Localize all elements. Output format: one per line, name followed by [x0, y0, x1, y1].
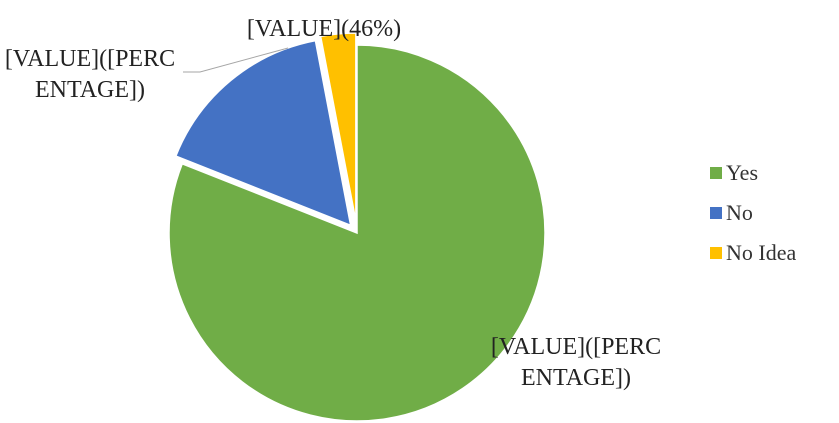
legend-label: No	[726, 200, 753, 225]
pie-slice	[174, 39, 352, 227]
data-label: [VALUE]([PERCENTAGE])	[4, 46, 176, 103]
legend-item: No	[710, 200, 753, 226]
legend-label: No Idea	[726, 240, 797, 265]
data-label: [VALUE](46%)	[246, 16, 402, 42]
pie-slice	[168, 44, 546, 422]
legend-swatch	[710, 247, 722, 259]
pie-slice	[319, 32, 357, 222]
legend-item: Yes	[710, 160, 758, 186]
legend-item: No Idea	[710, 240, 796, 266]
leader-line	[183, 47, 289, 73]
legend-label: Yes	[726, 160, 759, 185]
legend-swatch	[710, 167, 722, 179]
legend-swatch	[710, 207, 722, 219]
data-label: [VALUE]([PERCENTAGE])	[490, 334, 662, 391]
